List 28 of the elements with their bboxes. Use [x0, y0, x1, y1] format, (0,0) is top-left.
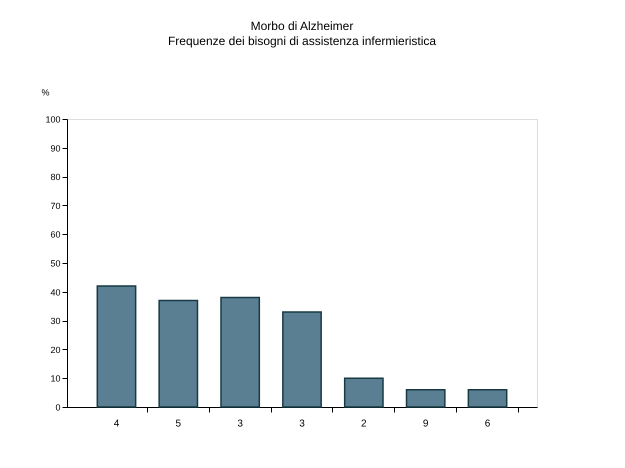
bar — [344, 377, 384, 408]
y-tick-label: 100 — [45, 114, 60, 124]
y-tick-label: 40 — [50, 287, 60, 298]
x-tick-label: 3 — [237, 418, 244, 430]
y-tick-label: 0 — [55, 402, 60, 412]
y-tick-label: 90 — [50, 143, 60, 154]
x-tick-label: 2 — [361, 418, 368, 430]
y-tick-label: 20 — [50, 344, 60, 355]
bar — [158, 300, 198, 408]
x-tick-label: 6 — [484, 418, 491, 430]
x-tick-label: 5 — [176, 418, 182, 430]
x-tick-label: 9 — [422, 418, 429, 430]
y-tick-label: 30 — [50, 316, 60, 326]
y-tick-label: 80 — [50, 172, 60, 182]
y-tick-label: 10 — [50, 374, 60, 384]
bar — [282, 311, 322, 408]
y-axis-title: % — [41, 88, 50, 98]
bar — [96, 285, 136, 408]
y-tick-label: 70 — [50, 200, 60, 211]
bar — [468, 388, 508, 408]
chart-subtitle: Frequenze dei bisogni di assistenza infermieristica — [168, 34, 436, 48]
bar — [220, 296, 260, 408]
bar — [406, 388, 446, 408]
x-tick-label: 3 — [299, 418, 306, 430]
x-tick-label: 4 — [114, 418, 120, 430]
chart-title: Morbo di Alzheimer — [250, 19, 354, 33]
y-tick-label: 60 — [50, 230, 60, 240]
y-tick-label: 50 — [50, 258, 60, 268]
